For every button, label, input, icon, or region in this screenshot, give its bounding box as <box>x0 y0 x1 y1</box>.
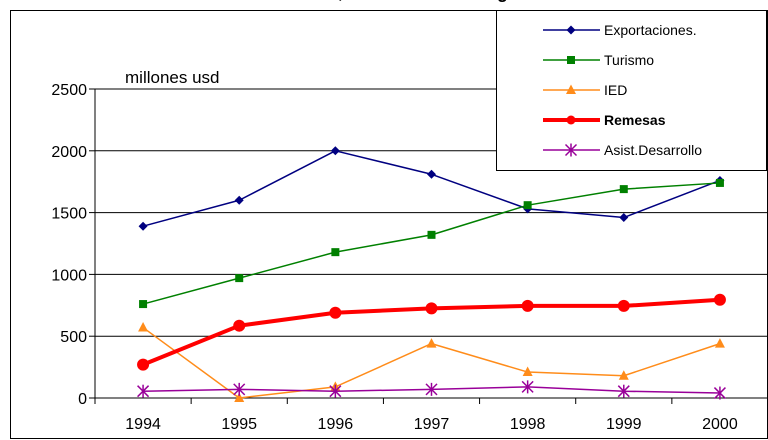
point-remesas-2000 <box>713 293 726 306</box>
point-asist-desarrollo-1995 <box>233 382 246 396</box>
x-tick-label-1999: 1999 <box>606 416 642 433</box>
point-ied-1999 <box>618 370 629 380</box>
x-tick-label-1996: 1996 <box>318 416 354 433</box>
point-remesas-1998 <box>521 299 534 312</box>
y-tick-label-2000: 2000 <box>51 144 87 161</box>
legend: Exportaciones. Turismo IED Remesas Asist.Des… <box>496 10 767 171</box>
point-remesas-1997 <box>425 302 438 315</box>
x-tick-label-1994: 1994 <box>125 416 161 433</box>
x-tick-label-2000: 2000 <box>702 416 738 433</box>
point-remesas-1999 <box>617 299 630 312</box>
point-ied-2000 <box>714 338 725 348</box>
legend-label-remesas: Remesas <box>604 112 666 128</box>
legend-label-asist-desarrollo: Asist.Desarrollo <box>604 142 702 158</box>
point-asist-desarrollo-2000 <box>713 386 726 400</box>
y-tick-label-1000: 1000 <box>51 267 87 284</box>
point-asist-desarrollo-1997 <box>425 382 438 396</box>
point-ied-1995 <box>234 392 245 402</box>
point-turismo-1998 <box>523 201 532 210</box>
legend-marker-remesas <box>566 115 576 125</box>
legend-box <box>496 10 767 171</box>
point-asist-desarrollo-1998 <box>521 380 534 394</box>
y-axis-label: millones usd <box>125 68 220 87</box>
point-exportaciones-1994 <box>138 221 148 231</box>
point-turismo-1995 <box>235 274 244 283</box>
legend-label-ied: IED <box>604 82 627 98</box>
chart-title-fragment-bold: g <box>497 0 508 2</box>
point-exportaciones-1995 <box>234 195 244 205</box>
point-turismo-1994 <box>139 300 148 309</box>
point-asist-desarrollo-1999 <box>617 384 630 398</box>
point-remesas-1995 <box>233 319 246 332</box>
x-tick-label-1998: 1998 <box>510 416 546 433</box>
legend-label-turismo: Turismo <box>604 52 654 68</box>
point-exportaciones-1997 <box>427 169 436 179</box>
point-asist-desarrollo-1994 <box>137 384 150 398</box>
legend-label-exportaciones: Exportaciones. <box>604 22 697 38</box>
y-tick-label-2500: 2500 <box>51 82 87 99</box>
point-remesas-1996 <box>329 306 342 319</box>
point-turismo-1996 <box>331 248 340 257</box>
point-ied-1994 <box>138 322 149 332</box>
x-tick-label-1995: 1995 <box>221 416 257 433</box>
legend-marker-exportaciones <box>566 25 576 35</box>
point-turismo-1997 <box>427 230 436 239</box>
x-tick-label-1997: 1997 <box>414 416 450 433</box>
point-turismo-1999 <box>619 185 628 194</box>
point-asist-desarrollo-1996 <box>329 384 342 398</box>
y-tick-label-0: 0 <box>78 391 87 408</box>
plot-area: 0 500 1000 1500 2000 2500 1994 1995 1996 1997 1998… <box>10 10 768 439</box>
point-exportaciones-1996 <box>330 146 340 156</box>
point-remesas-1994 <box>137 358 150 371</box>
point-ied-1997 <box>426 338 437 348</box>
legend-marker-turismo <box>567 56 575 64</box>
point-exportaciones-1999 <box>619 213 629 223</box>
series-line-turismo <box>142 182 720 305</box>
point-ied-1998 <box>522 366 533 377</box>
y-tick-label-500: 500 <box>60 329 87 346</box>
legend-marker-asist-desarrollo <box>564 143 578 157</box>
y-tick-label-1500: 1500 <box>51 206 87 223</box>
chart-title-fragment: , <box>338 0 343 2</box>
legend-marker-ied <box>566 84 576 94</box>
point-turismo-2000 <box>715 178 724 187</box>
